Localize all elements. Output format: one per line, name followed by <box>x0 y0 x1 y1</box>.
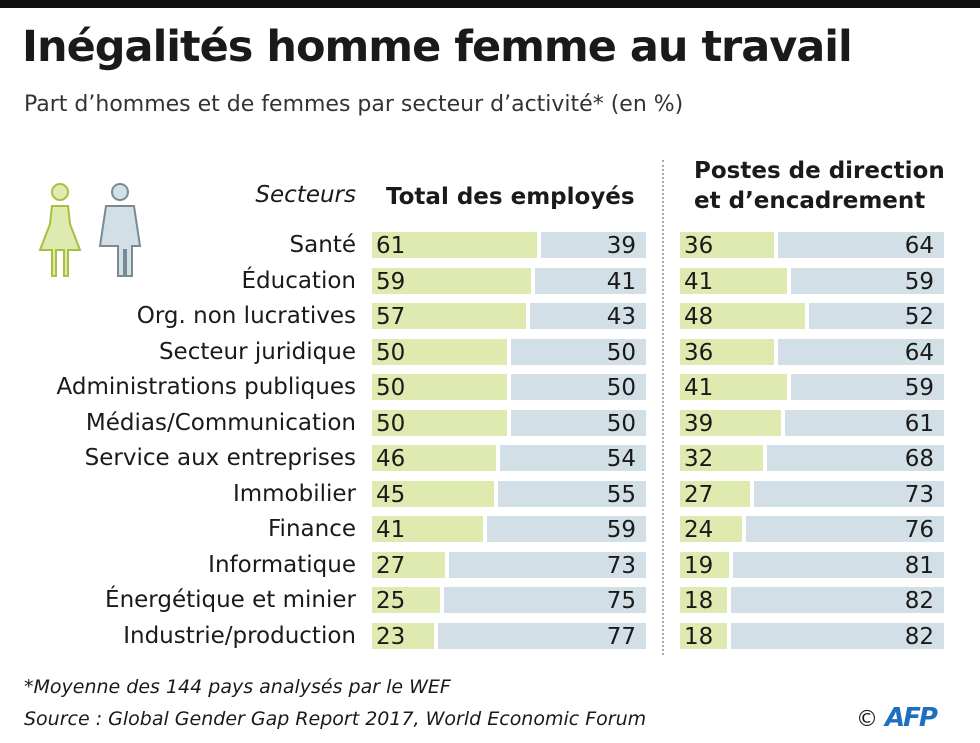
bar-women-panel2: 18 <box>680 622 727 650</box>
source: Source : Global Gender Gap Report 2017, … <box>24 708 647 730</box>
bar-men-panel1: 73 <box>448 551 646 579</box>
bar-men-panel2: 76 <box>746 516 944 543</box>
category-label: Immobilier <box>232 480 356 507</box>
panel-title-management-1: Postes de direction <box>694 158 945 184</box>
bar-women-panel1: 59 <box>372 267 532 295</box>
bar-women-panel1: 25 <box>372 587 440 614</box>
afp-logo: AFP <box>885 703 938 733</box>
afp-credit: © AFP <box>856 703 938 733</box>
bar-women-panel2: 18 <box>680 587 727 614</box>
bar-women-panel2: 24 <box>680 516 743 543</box>
top-bar <box>0 0 980 8</box>
bar-women-panel2: 32 <box>680 445 764 472</box>
category-label: Industrie/production <box>123 622 356 649</box>
man-icon <box>98 183 142 277</box>
category-label: Informatique <box>208 551 356 578</box>
bar-women-panel2: 19 <box>680 551 730 579</box>
bar-women-panel1: 46 <box>372 445 497 472</box>
category-label: Énergétique et minier <box>105 587 356 613</box>
woman-icon <box>38 183 82 277</box>
bar-men-panel2: 82 <box>730 622 944 650</box>
bar-men-panel2: 64 <box>777 232 944 259</box>
chart-subtitle: Part d’hommes et de femmes par secteur d… <box>24 92 684 117</box>
category-label: Médias/Communication <box>85 409 356 436</box>
footnote: *Moyenne des 144 pays analysés par le WE… <box>24 676 451 698</box>
category-label: Service aux entreprises <box>84 445 356 471</box>
bar-men-panel1: 39 <box>540 232 646 259</box>
bar-men-panel1: 59 <box>486 516 646 543</box>
bar-men-panel2: 82 <box>730 587 944 614</box>
category-label: Secteur juridique <box>158 338 356 365</box>
bar-men-panel2: 59 <box>790 374 944 401</box>
bar-women-panel2: 41 <box>680 374 787 401</box>
bar-men-panel2: 68 <box>767 445 944 472</box>
category-label: Santé <box>289 232 356 258</box>
bar-women-panel2: 39 <box>680 409 782 437</box>
bar-women-panel1: 50 <box>372 338 507 366</box>
bar-men-panel1: 75 <box>443 587 646 614</box>
bar-men-panel1: 50 <box>511 374 646 401</box>
bar-men-panel1: 50 <box>511 409 646 437</box>
panel-title-management-2: et d’encadrement <box>694 188 926 214</box>
bar-men-panel1: 50 <box>511 338 646 366</box>
bar-women-panel1: 45 <box>372 480 494 508</box>
bar-men-panel1: 55 <box>497 480 646 508</box>
bar-women-panel1: 27 <box>372 551 445 579</box>
bar-women-panel2: 27 <box>680 480 751 508</box>
panel-divider <box>662 160 664 655</box>
bar-women-panel2: 36 <box>680 338 774 366</box>
bar-men-panel1: 54 <box>500 445 646 472</box>
bar-men-panel1: 77 <box>438 622 646 650</box>
bar-men-panel1: 43 <box>529 303 646 330</box>
copyright-symbol: © <box>856 707 878 732</box>
sectors-header: Secteurs <box>255 182 356 208</box>
bar-women-panel1: 57 <box>372 303 526 330</box>
bar-men-panel1: 41 <box>535 267 646 295</box>
bar-women-panel1: 41 <box>372 516 483 543</box>
bar-women-panel2: 48 <box>680 303 805 330</box>
category-label: Finance <box>268 516 356 542</box>
bar-men-panel2: 61 <box>785 409 944 437</box>
bar-men-panel2: 73 <box>754 480 944 508</box>
panel-title-total: Total des employés <box>386 184 635 210</box>
category-label: Éducation <box>241 267 356 294</box>
bar-men-panel2: 59 <box>790 267 944 295</box>
bar-women-panel2: 36 <box>680 232 774 259</box>
bar-women-panel1: 61 <box>372 232 537 259</box>
bar-women-panel2: 41 <box>680 267 787 295</box>
chart-title: Inégalités homme femme au travail <box>22 22 853 72</box>
bar-men-panel2: 64 <box>777 338 944 366</box>
category-label: Org. non lucratives <box>136 303 356 329</box>
bar-women-panel1: 23 <box>372 622 435 650</box>
category-label: Administrations publiques <box>56 374 356 400</box>
bar-women-panel1: 50 <box>372 409 507 437</box>
bar-women-panel1: 50 <box>372 374 507 401</box>
bar-men-panel2: 52 <box>808 303 944 330</box>
bar-men-panel2: 81 <box>733 551 944 579</box>
